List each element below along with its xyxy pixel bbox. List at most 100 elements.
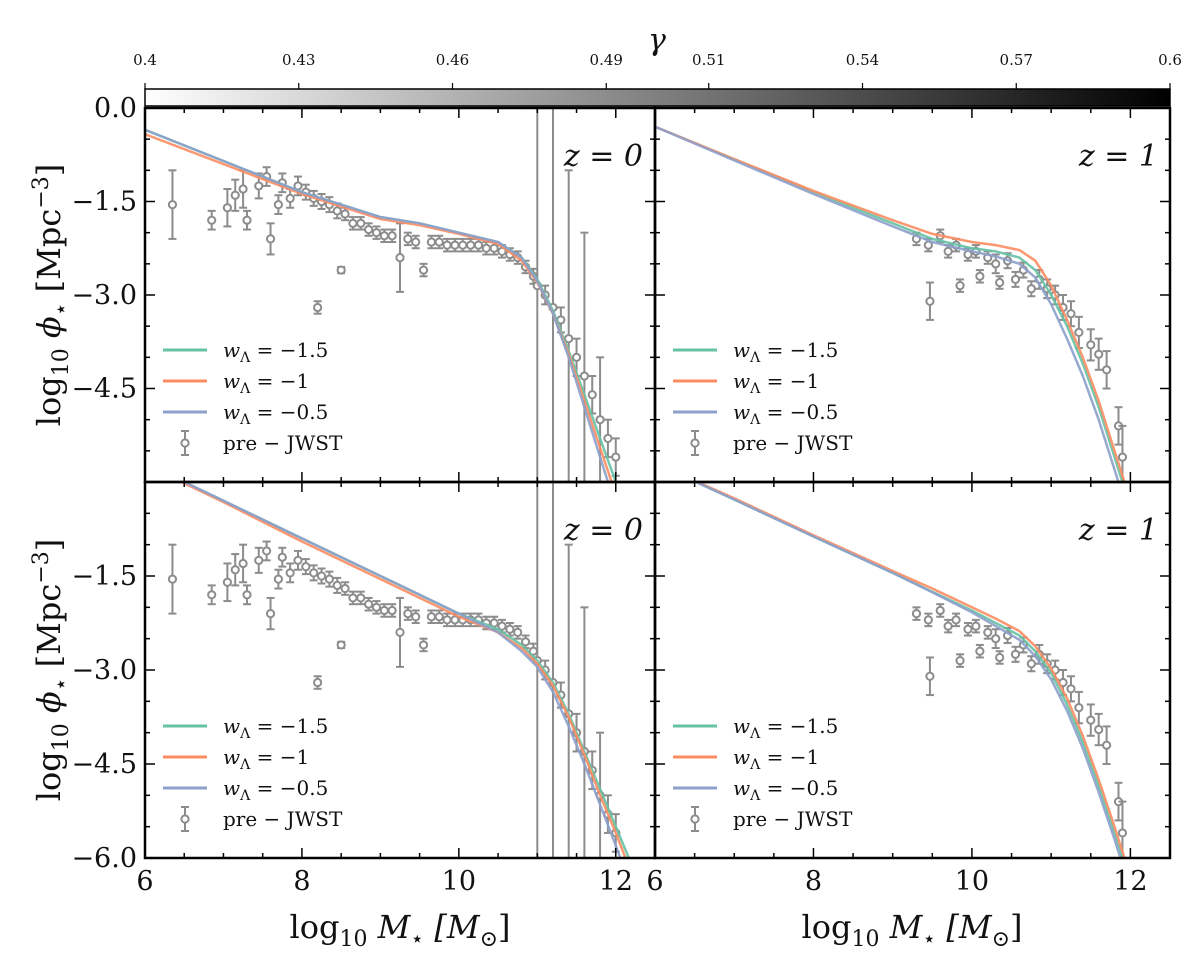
xlabel-unit: [M <box>946 908 992 946</box>
data-point <box>1010 649 1021 659</box>
data-point <box>285 193 295 203</box>
xlabel-close: ] <box>498 908 510 946</box>
data-point-group <box>983 625 993 640</box>
data-point-group <box>285 562 295 584</box>
data-point <box>1026 284 1036 294</box>
data-point-group <box>348 216 358 231</box>
data-point <box>403 234 413 244</box>
legend-marker <box>180 814 190 824</box>
legend-var: w <box>223 369 240 393</box>
data-point-group <box>403 606 413 621</box>
data-point-group <box>1026 655 1036 673</box>
data-point-group <box>450 237 460 253</box>
legend-label: wΛ = −1.5 <box>223 338 328 366</box>
legend-sub: Λ <box>239 726 251 742</box>
legend-var: w <box>223 338 240 362</box>
data-point <box>955 656 965 666</box>
data-point <box>442 240 452 250</box>
data-point <box>579 371 589 381</box>
series-line <box>693 482 1122 858</box>
ylabel-var: ϕ <box>30 316 68 338</box>
data-point <box>603 433 613 443</box>
data-point <box>411 612 421 622</box>
xlabel-var: M <box>377 908 412 946</box>
data-point <box>242 215 252 225</box>
data-point <box>222 203 232 213</box>
data-point <box>971 621 981 631</box>
redshift-label: z = 1 <box>1078 513 1158 548</box>
ylabel-var: ϕ <box>30 691 68 713</box>
data-point <box>265 234 276 244</box>
data-point-group <box>955 653 965 668</box>
data-point-group <box>265 222 276 256</box>
legend-val: = −0.5 <box>760 400 838 424</box>
data-point-group <box>387 603 397 618</box>
data-point <box>418 640 429 650</box>
legend-label: wΛ = −1 <box>733 369 819 397</box>
data-point-group <box>481 241 491 256</box>
data-point <box>995 652 1005 663</box>
data-point-group <box>324 570 334 588</box>
legend-sub: Λ <box>239 381 251 397</box>
data-point <box>1066 684 1076 694</box>
data-point-group <box>1086 703 1096 737</box>
x-tick-label: 10 <box>442 866 476 897</box>
data-point-group <box>293 549 303 571</box>
data-point-group <box>911 606 922 621</box>
data-point <box>473 240 484 250</box>
data-point <box>313 677 323 688</box>
data-point-group <box>277 546 287 568</box>
plot-area <box>655 125 1128 482</box>
data-point-group <box>356 216 366 231</box>
panel-top-left: 0.0−1.5−3.0−4.5z = 0wΛ = −1.5wΛ = −1wΛ =… <box>71 93 657 484</box>
data-point <box>571 352 582 362</box>
data-point <box>434 237 444 247</box>
legend-marker <box>690 438 700 448</box>
svg-text:log10 M⋆ [M⊙]: log10 M⋆ [M⊙] <box>289 908 510 952</box>
legend-val: = −1 <box>250 745 309 769</box>
x-tick-label: 10 <box>955 866 989 897</box>
data-point-group <box>925 281 935 321</box>
data-point-group <box>442 612 452 628</box>
data-point-group <box>991 253 1001 275</box>
data-point-group <box>273 568 283 590</box>
xlabel-unit-sub: ⊙ <box>992 927 1010 952</box>
data-point-group <box>1102 350 1112 390</box>
legend-sub: Λ <box>239 412 251 428</box>
data-point <box>207 590 217 600</box>
data-point <box>254 555 264 565</box>
xlabel-sub: 10 <box>339 927 367 952</box>
data-point <box>923 615 933 625</box>
ylabel-sub: 10 <box>49 723 74 751</box>
data-point-group <box>1102 725 1112 765</box>
data-point-group <box>207 209 217 231</box>
ylabel-star: ⋆ <box>49 303 74 317</box>
data-point-group <box>611 437 621 477</box>
y-tick-label: −1.5 <box>71 561 137 592</box>
data-point <box>935 605 945 616</box>
data-point-group <box>935 603 945 618</box>
data-point-group <box>371 600 382 615</box>
data-point <box>995 277 1005 288</box>
legend-label: wΛ = −1 <box>733 745 819 773</box>
data-point-group <box>975 269 985 284</box>
data-point-group <box>395 596 405 668</box>
redshift-label: z = 1 <box>1078 139 1158 174</box>
data-point-group <box>273 194 283 215</box>
data-point <box>371 602 382 612</box>
data-point-group <box>364 222 374 237</box>
data-point-group <box>313 300 323 315</box>
data-point <box>1010 274 1021 285</box>
data-point-group <box>364 596 374 612</box>
data-point-group <box>411 609 421 624</box>
colorbar-tick-label: 0.49 <box>590 51 623 69</box>
legend-label: wΛ = −1 <box>223 369 309 397</box>
data-point <box>426 612 436 622</box>
legend-val: = −1 <box>760 745 819 769</box>
legend-marker <box>690 814 700 824</box>
legend-sub: Λ <box>749 757 761 773</box>
data-point <box>230 190 240 200</box>
